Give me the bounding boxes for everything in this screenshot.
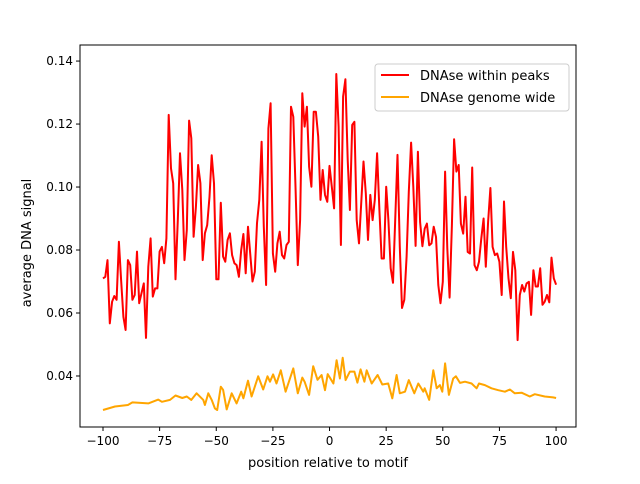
- y-tick-label: 0.14: [46, 54, 73, 68]
- y-tick-label: 0.10: [46, 180, 73, 194]
- x-axis-label: position relative to motif: [248, 456, 408, 471]
- y-tick-label: 0.12: [46, 117, 73, 131]
- x-tick-label: 50: [435, 434, 450, 448]
- legend-box: [374, 63, 570, 112]
- legend: DNAse within peaks DNAse genome wide: [374, 63, 570, 112]
- series-line-dnase-genome-wide: [102, 356, 557, 411]
- plot-frame: [79, 44, 577, 428]
- x-tick-label: 100: [545, 434, 568, 448]
- x-tick-label: −50: [204, 434, 229, 448]
- x-tick-label: −100: [87, 434, 120, 448]
- legend-label-peaks: DNAse within peaks: [420, 69, 550, 84]
- y-axis-label: average DNA signal: [20, 179, 35, 308]
- x-tick-label: 75: [492, 434, 507, 448]
- x-tick-label: −25: [260, 434, 285, 448]
- y-axis: 0.04 0.06 0.08 0.10 0.12 0.14: [46, 54, 80, 383]
- x-tick-label: −75: [147, 434, 172, 448]
- series-layer: [102, 73, 558, 411]
- x-tick-label: 0: [326, 434, 334, 448]
- y-tick-label: 0.08: [46, 243, 73, 257]
- y-tick-label: 0.06: [46, 306, 73, 320]
- y-tick-label: 0.04: [46, 369, 73, 383]
- series-line-dnase-within-peaks: [102, 73, 558, 342]
- x-axis: −100 −75 −50 −25 0 25 50 75 100: [87, 427, 568, 448]
- x-tick-label: 25: [379, 434, 394, 448]
- legend-label-genome: DNAse genome wide: [420, 91, 555, 106]
